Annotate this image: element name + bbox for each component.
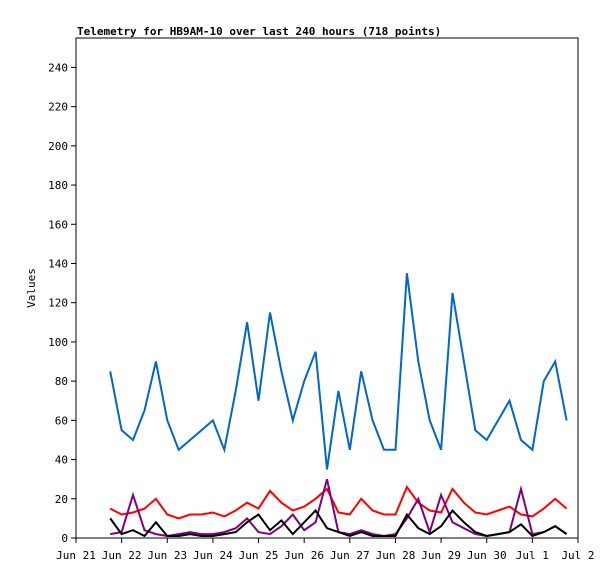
y-tick-label: 120 <box>48 297 68 310</box>
series-line <box>110 478 568 538</box>
y-tick-label: 40 <box>55 454 68 467</box>
y-tick-label: 100 <box>48 336 68 349</box>
x-tick-label: Jun 30 <box>467 549 507 562</box>
series-line <box>109 484 568 520</box>
y-tick-label: 20 <box>55 493 68 506</box>
series-line <box>109 508 568 538</box>
y-tick-label: 60 <box>55 414 68 427</box>
x-tick-label: Jun 25 <box>239 549 279 562</box>
y-tick-label: 220 <box>48 101 68 114</box>
y-tick-label: 180 <box>48 179 68 192</box>
x-tick-label: Jun 29 <box>421 549 461 562</box>
y-axis-label: Values <box>25 268 38 308</box>
y-tick-label: 240 <box>48 61 68 74</box>
series-line <box>109 273 568 470</box>
chart-title: Telemetry for HB9AM-10 over last 240 hou… <box>77 25 441 38</box>
x-tick-label: Jun 21 <box>56 549 96 562</box>
x-tick-label: Jun 23 <box>147 549 187 562</box>
plot-frame <box>75 37 579 539</box>
y-tick-label: 80 <box>55 375 68 388</box>
x-tick-label: Jul 2 <box>561 549 594 562</box>
x-tick-label: Jun 26 <box>284 549 324 562</box>
x-tick-label: Jun 28 <box>376 549 416 562</box>
x-tick-label: Jun 22 <box>102 549 142 562</box>
x-tick-label: Jun 27 <box>330 549 370 562</box>
y-tick-label: 160 <box>48 218 68 231</box>
y-tick-label: 0 <box>61 532 68 545</box>
y-tick-label: 200 <box>48 140 68 153</box>
x-tick-label: Jun 24 <box>193 549 233 562</box>
y-tick-label: 140 <box>48 257 68 270</box>
x-tick-label: Jul 1 <box>516 549 549 562</box>
